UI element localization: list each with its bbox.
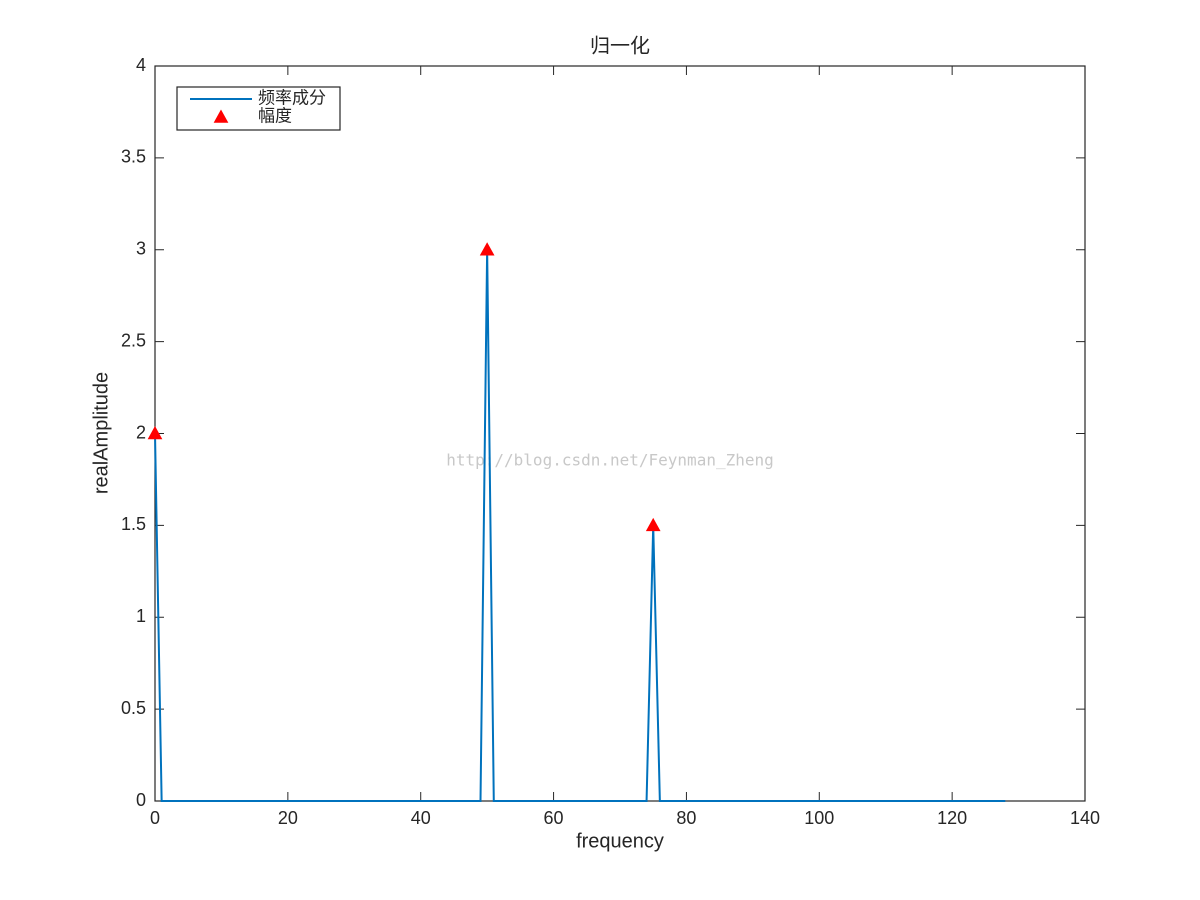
y-tick-label: 3.5 (121, 147, 146, 167)
x-tick-label: 140 (1070, 808, 1100, 828)
data-line (154, 249, 1006, 802)
legend-swatch (213, 109, 229, 123)
legend-label: 频率成分 (258, 88, 326, 107)
y-tick-label: 2 (136, 422, 146, 442)
y-tick-label: 3 (136, 239, 146, 259)
legend-box (176, 86, 341, 131)
x-tick-label: 20 (278, 808, 298, 828)
chart-title: 归一化 (590, 34, 650, 57)
marker (645, 517, 661, 532)
legend-label: 幅度 (258, 106, 292, 125)
y-tick-label: 1 (136, 606, 146, 626)
marker (147, 425, 163, 440)
y-axis-label: realAmplitude (90, 372, 112, 494)
watermark: http://blog.csdn.net/Feynman_Zheng (446, 451, 774, 470)
x-tick-label: 120 (937, 808, 967, 828)
x-tick-label: 100 (804, 808, 834, 828)
x-tick-label: 80 (676, 808, 696, 828)
y-tick-label: 2.5 (121, 330, 146, 350)
x-tick-label: 60 (544, 808, 564, 828)
y-tick-label: 1.5 (121, 514, 146, 534)
marker (479, 242, 495, 256)
x-axis-label: frequency (576, 830, 664, 852)
x-tick-label: 0 (150, 808, 160, 828)
y-tick-label: 0.5 (121, 698, 146, 718)
x-tick-label: 40 (411, 808, 431, 828)
y-tick-label: 0 (136, 790, 146, 810)
y-tick-label: 4 (136, 55, 146, 75)
